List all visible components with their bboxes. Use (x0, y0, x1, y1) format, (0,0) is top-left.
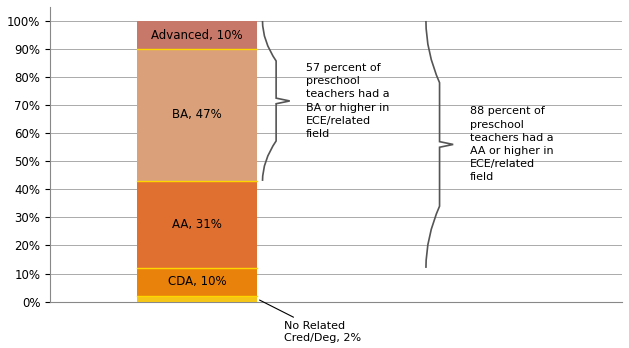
Bar (137, 181, 257, 268)
Text: Advanced, 10%: Advanced, 10% (152, 29, 243, 41)
Text: BA, 47%: BA, 47% (172, 109, 222, 121)
Text: 57 percent of
preschool
teachers had a
BA or higher in
ECE/related
field: 57 percent of preschool teachers had a B… (306, 63, 390, 139)
Text: No Related
Cred/Deg, 2%: No Related Cred/Deg, 2% (260, 300, 362, 343)
Text: 88 percent of
preschool
teachers had a
AA or higher in
ECE/related
field: 88 percent of preschool teachers had a A… (469, 106, 553, 182)
Bar (137, 49, 257, 181)
Bar (137, 268, 257, 296)
Text: AA, 31%: AA, 31% (172, 218, 222, 231)
Bar (137, 296, 257, 302)
Bar (137, 21, 257, 49)
Text: CDA, 10%: CDA, 10% (168, 276, 226, 288)
